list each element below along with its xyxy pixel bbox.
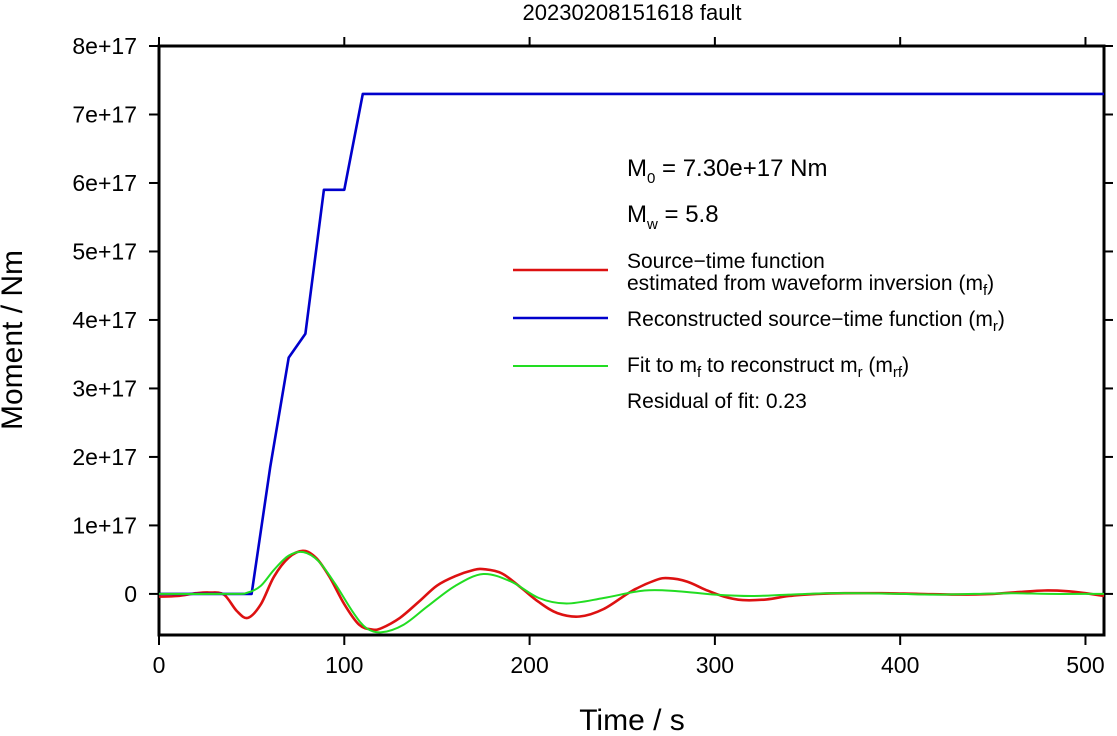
x-tick-label: 300 (696, 652, 734, 678)
y-tick-label: 3e+17 (72, 375, 137, 401)
y-tick-label: 6e+17 (72, 170, 137, 196)
seismic-moment-annotation: M0 = 7.30e+17 Nm (627, 155, 827, 187)
y-tick-label: 5e+17 (72, 238, 137, 264)
y-tick-label: 0 (124, 581, 137, 607)
legend-green-label: Fit to mf to reconstruct mr (mrf) (627, 354, 909, 381)
y-tick-label: 4e+17 (72, 307, 137, 333)
series-line-blue (159, 92, 1104, 596)
series-layer (158, 92, 1105, 634)
series-line-red (158, 549, 1105, 632)
x-tick-label: 200 (510, 652, 548, 678)
legend-red-line1: Source−time function (627, 250, 825, 273)
residual-annotation: Residual of fit: 0.23 (627, 390, 807, 413)
y-tick-label: 8e+17 (72, 33, 137, 59)
series-line-green (158, 550, 1104, 634)
x-tick-label: 500 (1066, 652, 1104, 678)
y-tick-label: 1e+17 (72, 512, 137, 538)
x-tick-label: 0 (153, 652, 166, 678)
moment-magnitude-annotation: Mw = 5.8 (627, 201, 719, 233)
x-tick-label: 100 (325, 652, 363, 678)
legend-red-line2: estimated from waveform inversion (mf) (627, 272, 994, 299)
axis-ticks: 0 100 200 300 400 500 0 1e+17 2e+17 3e+17 4e+17 5e+… (72, 33, 1113, 678)
y-axis-title: Moment / Nm (0, 250, 29, 430)
chart-title: 20230208151618 fault (523, 0, 742, 25)
plot-frame (157, 44, 1106, 637)
x-tick-label: 400 (881, 652, 919, 678)
x-axis-title: Time / s (579, 704, 685, 736)
y-tick-label: 7e+17 (72, 101, 137, 127)
legend-blue-label: Reconstructed source−time function (mr) (627, 308, 1005, 335)
y-tick-label: 2e+17 (72, 444, 137, 470)
